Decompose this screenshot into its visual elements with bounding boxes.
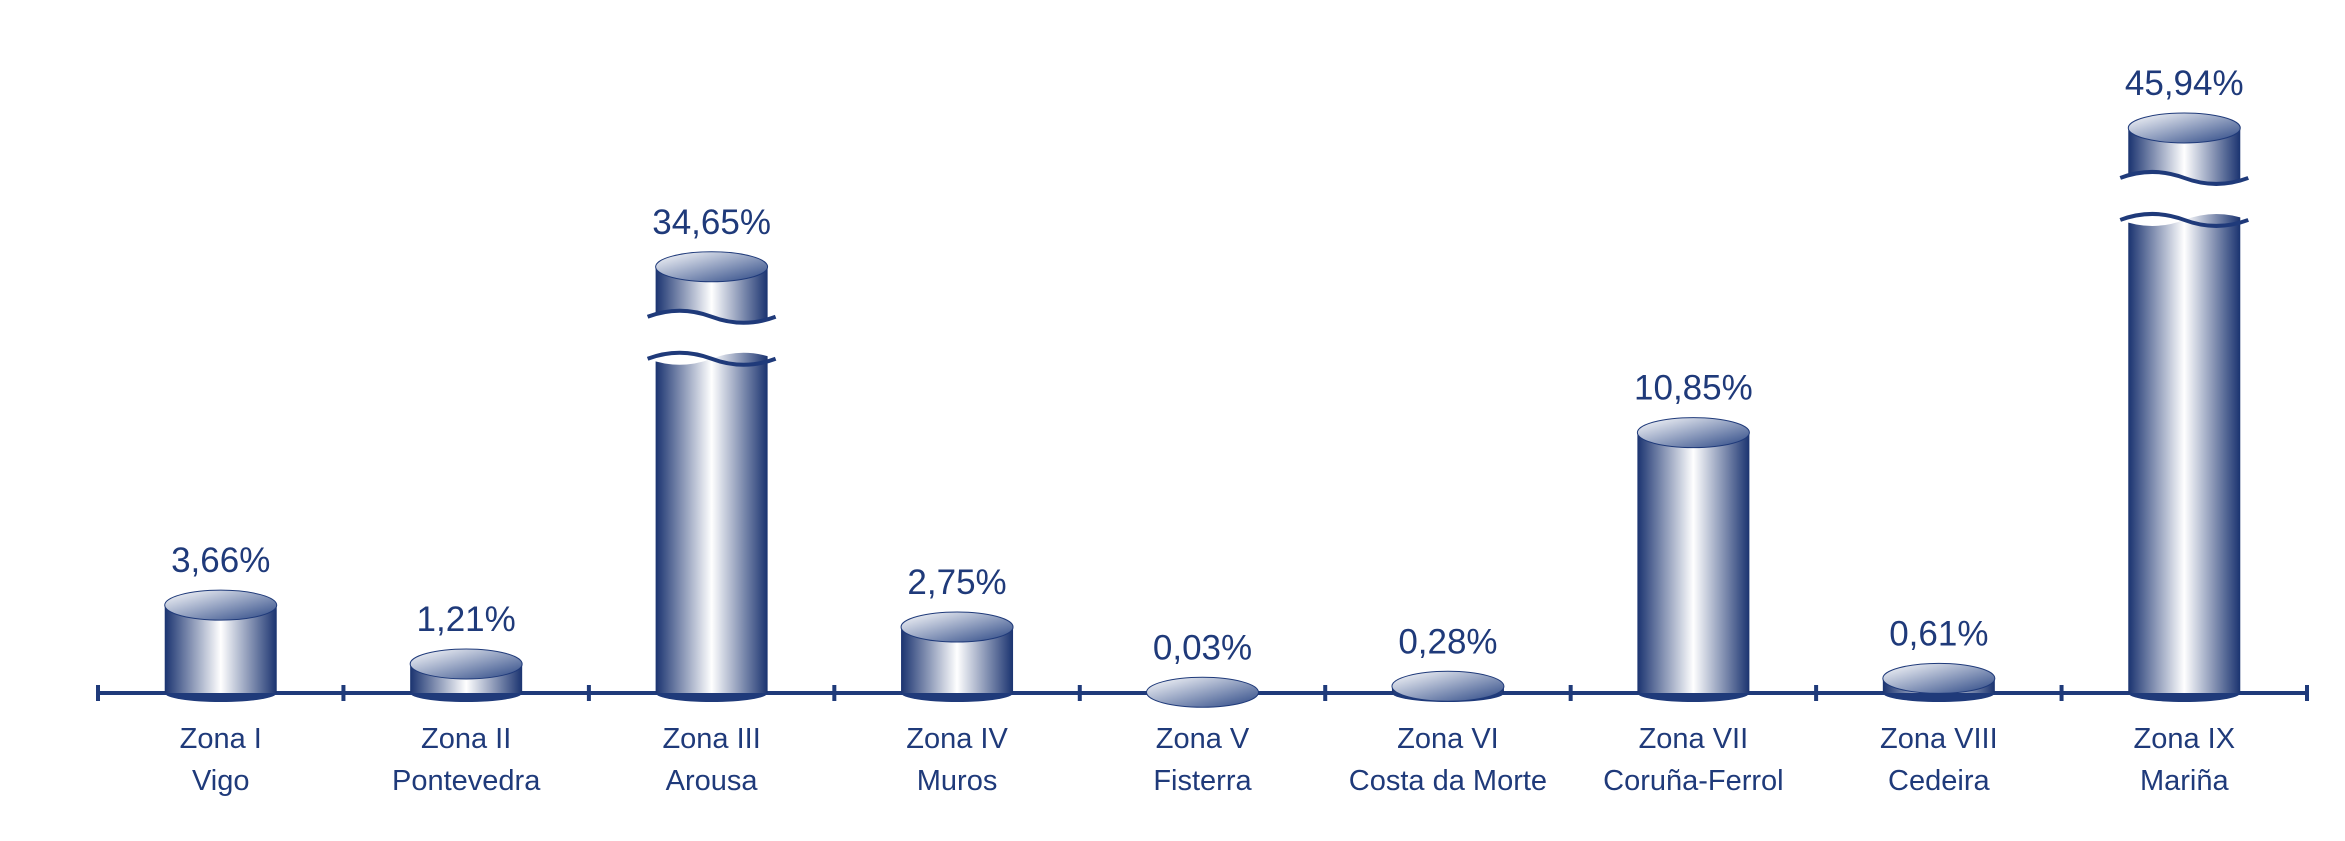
x-tick-label: Pontevedra (392, 765, 541, 797)
cylinder (900, 611, 1014, 702)
cylinder-top (1636, 417, 1750, 449)
value-label: 2,75% (907, 563, 1006, 602)
cylinder (1146, 676, 1259, 708)
cylinder-top (1882, 662, 1996, 694)
cylinder-top (2127, 112, 2241, 144)
x-tick-label: Zona VI (1397, 723, 1499, 755)
cylinder (646, 251, 777, 702)
axis-break-line (646, 308, 777, 325)
cylinder (409, 648, 523, 702)
x-tick-label: Muros (917, 765, 998, 797)
axis-break-line (2119, 170, 2249, 186)
x-tick-label: Zona VII (1639, 723, 1749, 755)
x-tick-label: Cedeira (1888, 765, 1990, 797)
value-label: 0,03% (1153, 628, 1252, 667)
value-label: 45,94% (2125, 64, 2244, 103)
x-tick-label: Vigo (192, 765, 250, 797)
x-tick-label: Zona I (180, 723, 262, 755)
cylinder-top (655, 251, 769, 283)
cylinder-top (1391, 670, 1505, 702)
value-label: 0,61% (1889, 614, 1988, 653)
x-tick-label: Zona II (421, 723, 511, 755)
x-tick-label: Zona V (1156, 723, 1250, 755)
cylinder-top (409, 648, 523, 680)
x-tick-label: Zona IV (906, 723, 1008, 755)
x-tick-label: Mariña (2140, 765, 2230, 797)
x-tick-label: Fisterra (1153, 765, 1252, 797)
axis-break-line (646, 350, 777, 367)
x-tick-label: Arousa (666, 765, 759, 797)
cylinder-top (1146, 676, 1259, 708)
axis-break-line (2119, 212, 2249, 228)
value-label: 3,66% (171, 541, 270, 580)
cylinder (2119, 112, 2249, 702)
bar (1637, 432, 1750, 693)
value-label: 34,65% (652, 203, 771, 242)
cylinder (1882, 662, 1996, 702)
cylinder (1391, 670, 1505, 702)
value-label: 0,28% (1398, 622, 1497, 661)
cylinder-top (900, 611, 1014, 643)
x-tick-label: Coruña-Ferrol (1603, 765, 1784, 797)
value-label: 1,21% (417, 600, 516, 639)
cylinder-top (164, 589, 278, 621)
x-tick-label: Costa da Morte (1349, 765, 1547, 797)
x-tick-label: Zona IX (2133, 723, 2235, 755)
x-tick-label: Zona VIII (1880, 723, 1998, 755)
cylinder (164, 589, 278, 702)
x-tick-label: Zona III (662, 723, 760, 755)
cylinder (1636, 417, 1750, 702)
value-label: 10,85% (1634, 369, 1753, 408)
